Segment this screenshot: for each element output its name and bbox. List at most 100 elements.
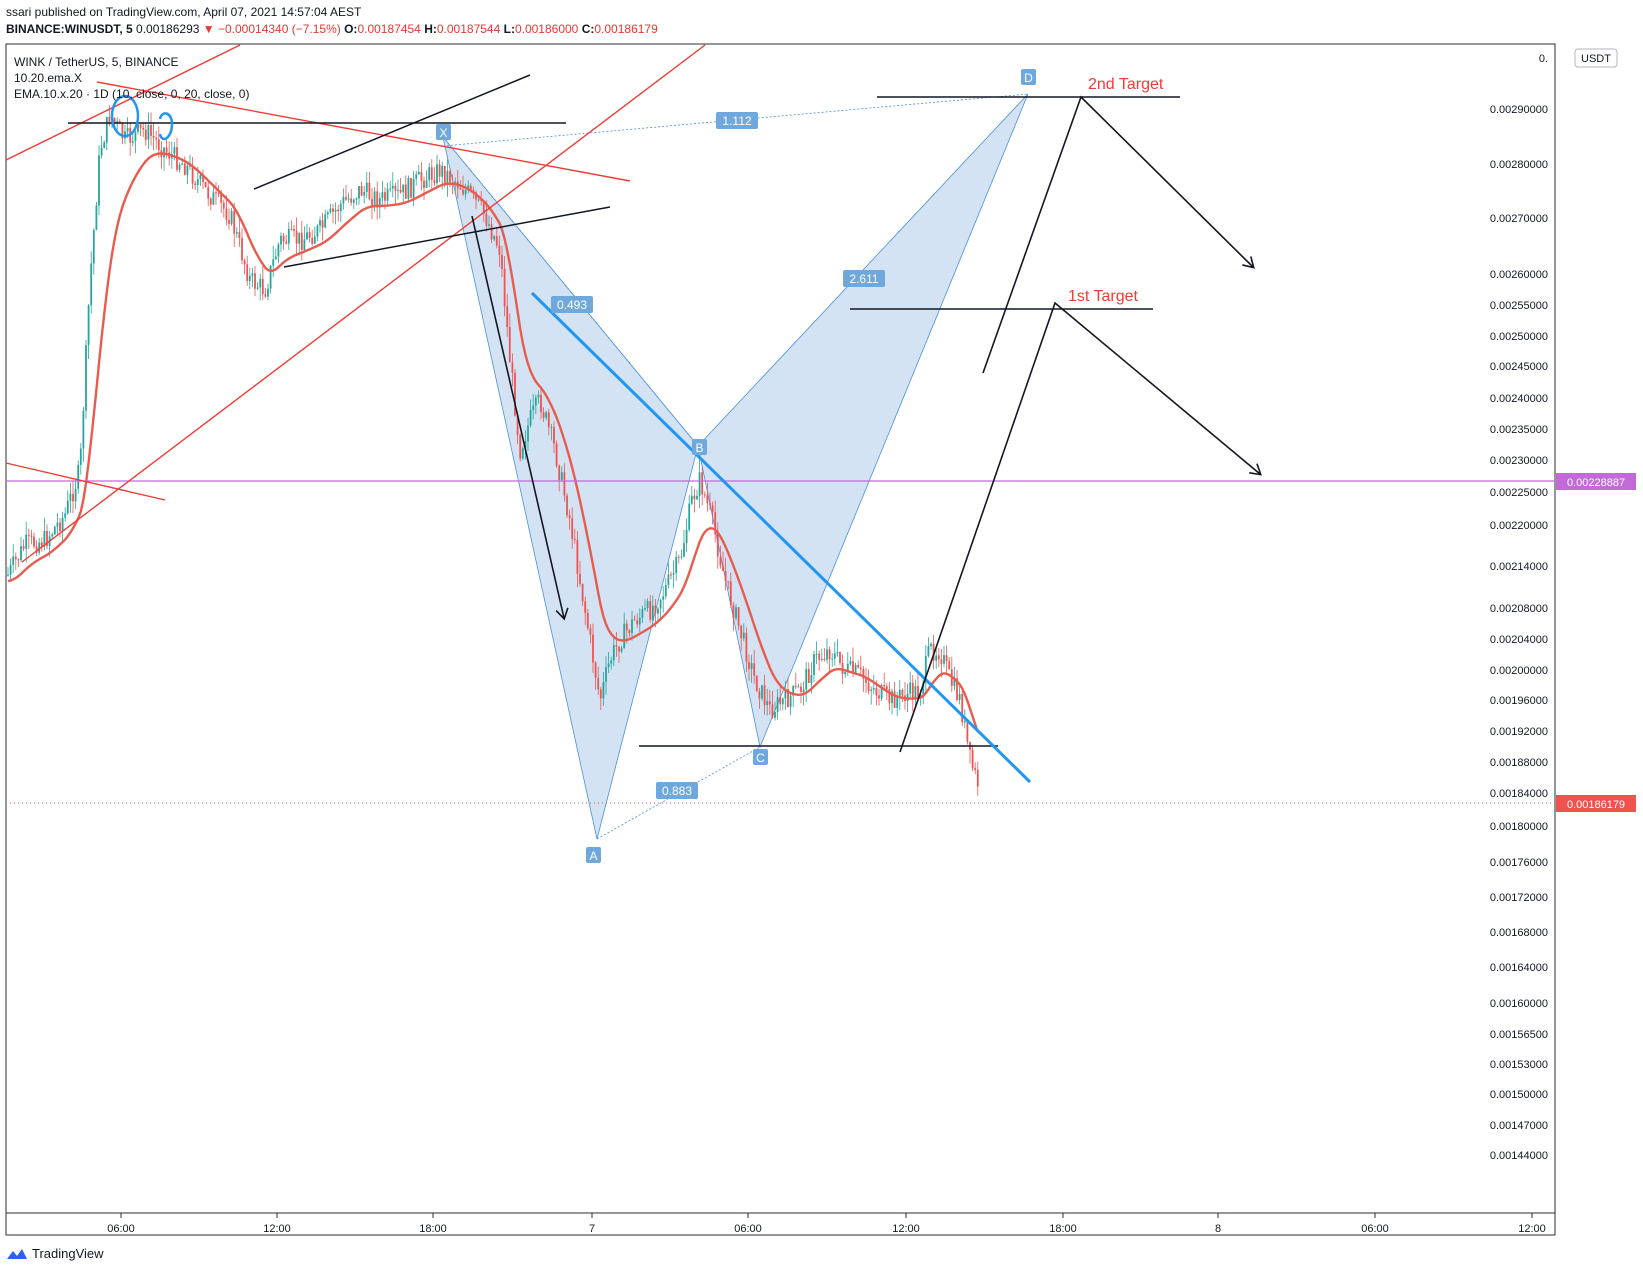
candle-body (430, 167, 433, 180)
candle-body (688, 503, 691, 530)
candle-body (386, 189, 389, 201)
candle-body (880, 685, 883, 699)
red-resistance-line[interactable] (96, 81, 631, 182)
candle-body (740, 625, 743, 639)
purple-level-tag: 0.00228887 (1556, 473, 1636, 490)
candle-body (581, 583, 584, 602)
candle-body (412, 178, 415, 198)
point-c-label: C (753, 749, 768, 765)
tradingview-logo[interactable]: TradingView (6, 1246, 104, 1261)
candle-body (22, 546, 25, 549)
blue-circle-marker[interactable] (110, 94, 140, 138)
price-axis-tick-label: 0.00188000 (1490, 757, 1548, 769)
price-axis-tick-label: 0.00204000 (1490, 634, 1548, 646)
candle-body (256, 287, 259, 289)
ratio-xb-text: 0.493 (557, 298, 587, 312)
candle-body (553, 427, 555, 444)
candle-body (261, 278, 264, 295)
candle-body (134, 131, 137, 141)
candle-body (365, 182, 368, 193)
candle-body (368, 182, 371, 200)
candle-body (469, 185, 472, 191)
candle-body (693, 495, 696, 500)
publish-info: ssari published on TradingView.com, Apri… (6, 5, 362, 19)
candle-body (521, 448, 524, 459)
point-d-label: D (1021, 69, 1036, 85)
currency-badge[interactable]: USDT (1574, 48, 1618, 68)
candle-body (768, 701, 771, 705)
candle-body (742, 632, 745, 639)
candle-body (511, 362, 514, 373)
candle-body (836, 651, 839, 654)
point-d-text: D (1024, 71, 1033, 85)
candle-body (199, 175, 202, 180)
candle-body (384, 192, 386, 201)
ratio-ac-text: 0.883 (662, 784, 692, 798)
candle-body (612, 645, 615, 661)
down-arrow-1[interactable] (471, 215, 569, 621)
candle-body (183, 163, 186, 175)
candle-body (352, 199, 355, 203)
candle-body (516, 415, 519, 435)
black-channel-upper[interactable] (253, 74, 531, 190)
harmonic-pattern[interactable] (442, 93, 1029, 840)
candle-body (766, 701, 769, 706)
candle-body (813, 654, 815, 676)
candle-body (326, 212, 329, 215)
candle-body (243, 260, 246, 265)
candle-body (163, 147, 165, 158)
candle-body (241, 238, 243, 261)
candle-body (524, 441, 527, 449)
candle-body (464, 189, 467, 195)
candle-body (976, 770, 979, 787)
candle-body (202, 175, 204, 183)
red-trendline-long[interactable] (21, 44, 706, 563)
candle-body (27, 534, 30, 536)
candle-body (898, 689, 901, 698)
ratio-bd-text: 2.611 (849, 272, 878, 286)
candle-body (92, 229, 95, 264)
candle-body (727, 581, 730, 583)
candle-body (350, 198, 353, 203)
candle-body (555, 443, 558, 466)
candle-body (303, 239, 306, 250)
candle-body (196, 179, 199, 186)
target-path-upper[interactable] (982, 95, 1255, 374)
candle-body (126, 127, 129, 132)
candle-body (732, 605, 735, 619)
candle-body (800, 686, 802, 692)
target-path-lower[interactable] (899, 301, 1262, 753)
price-change: ▼ −0.00014340 (−7.15%) (202, 22, 341, 36)
candle-body (376, 191, 379, 208)
time-axis[interactable]: 06:00 12:00 18:00 7 06:00 12:00 18:00 8 06:00 12:… (107, 1213, 1546, 1235)
candle-body (532, 405, 535, 410)
candle-body (789, 695, 792, 707)
price-axis-tick-label: 0.00184000 (1490, 788, 1548, 800)
blue-downtrend-line[interactable] (530, 291, 1032, 784)
candle-body (360, 185, 363, 196)
candle-body (667, 574, 670, 586)
red-line-lower-left[interactable] (5, 462, 166, 501)
black-channel-lower[interactable] (283, 206, 611, 268)
candle-body (334, 209, 337, 212)
candle-body (155, 137, 158, 140)
price-axis-tick-label: 0.00168000 (1490, 927, 1548, 939)
candle-body (831, 658, 834, 660)
red-trendline-upper-left[interactable] (5, 44, 241, 161)
blue-hook-marker[interactable] (158, 112, 174, 141)
candle-body (311, 238, 314, 244)
candle-body (441, 165, 444, 177)
candle-body (246, 264, 249, 282)
candle-body (592, 634, 594, 663)
candle-body (935, 655, 938, 661)
price-axis-tick-label: 0.00180000 (1490, 821, 1548, 833)
candle-body (857, 664, 860, 668)
candle-body (501, 254, 503, 269)
price-axis[interactable]: 0. 0.00290000 0.00280000 0.00270000 0.002600… (1490, 53, 1548, 1162)
point-x-label: X (436, 124, 451, 140)
candle-body (545, 412, 548, 418)
pattern-xab-triangle (442, 136, 699, 840)
candle-body (446, 170, 449, 184)
candle-body (321, 220, 324, 228)
